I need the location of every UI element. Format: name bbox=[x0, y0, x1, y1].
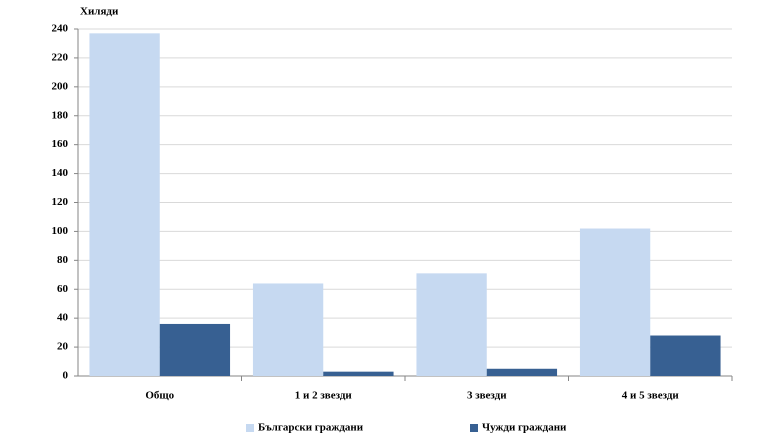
y-tick-label: 200 bbox=[52, 80, 69, 92]
y-tick-label: 220 bbox=[52, 51, 69, 63]
x-tick-label: 1 и 2 звезди bbox=[295, 390, 353, 402]
bar bbox=[252, 283, 324, 376]
legend-label: Български граждани bbox=[258, 422, 364, 434]
y-tick-label: 80 bbox=[57, 254, 69, 266]
y-tick-label: 180 bbox=[52, 109, 69, 121]
y-tick-label: 20 bbox=[57, 341, 69, 353]
bar bbox=[89, 33, 160, 377]
bar bbox=[159, 323, 231, 376]
legend-marker bbox=[470, 424, 478, 432]
bar bbox=[323, 371, 394, 376]
y-axis-label: Хиляди bbox=[80, 6, 119, 18]
y-tick-label: 100 bbox=[52, 225, 69, 237]
y-tick-label: 240 bbox=[52, 23, 69, 35]
y-tick-label: 40 bbox=[57, 312, 69, 324]
y-tick-label: 140 bbox=[52, 167, 69, 179]
bar bbox=[416, 273, 487, 376]
x-tick-label: Общо bbox=[145, 390, 174, 402]
bar bbox=[579, 228, 651, 376]
y-tick-label: 160 bbox=[52, 138, 69, 150]
bar bbox=[650, 335, 721, 376]
legend-label: Чужди граждани bbox=[482, 422, 567, 434]
x-tick-label: 3 звезди bbox=[467, 390, 507, 402]
y-tick-label: 0 bbox=[63, 370, 69, 382]
bar bbox=[486, 368, 558, 376]
y-tick-label: 120 bbox=[52, 196, 69, 208]
legend-marker bbox=[246, 424, 254, 432]
x-tick-label: 4 и 5 звезди bbox=[622, 390, 680, 402]
y-tick-label: 60 bbox=[57, 283, 69, 295]
